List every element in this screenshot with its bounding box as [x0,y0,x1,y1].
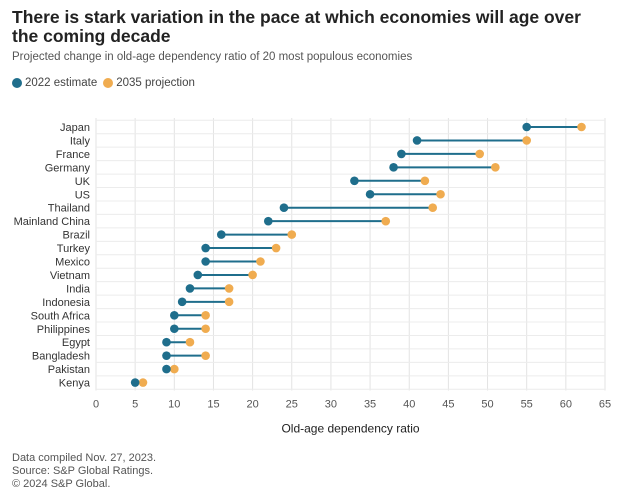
legend-marker-2022 [12,78,22,88]
point-2035 [201,351,210,360]
point-2022 [185,284,195,293]
category-label: Turkey [57,243,91,255]
point-2035 [201,311,210,320]
point-2035 [436,189,445,199]
point-2035 [256,257,265,266]
chart-title: There is stark variation in the pace at … [12,7,581,46]
point-2035 [170,364,179,374]
category-label: Thailand [48,203,90,215]
x-tick-label: 65 [599,399,611,411]
x-tick-label: 50 [481,399,493,411]
category-label: Philippines [37,324,91,336]
point-2022 [162,351,171,360]
point-2035 [224,284,234,293]
legend-marker-2035 [103,78,114,88]
category-label: France [56,149,90,161]
point-2022 [170,311,179,320]
category-label: Egypt [62,337,90,349]
category-label: Germany [45,162,91,174]
x-tick-label: 25 [286,399,298,411]
footer-copyright: © 2024 S&P Global. [12,478,111,490]
category-label: US [75,189,90,201]
legend-label-2035: 2035 projection [116,77,195,89]
legend-item-2035: 2035 projection [103,77,195,89]
legend-item-2022: 2022 estimate [12,77,97,89]
x-tick-label: 60 [560,399,572,411]
category-label: Indonesia [42,297,91,309]
point-2022 [389,163,398,172]
point-2022 [130,378,140,387]
x-axis-label: Old-age dependency ratio [281,422,419,436]
point-2035 [224,297,234,307]
category-label: Japan [60,122,90,134]
category-label: Pakistan [48,364,90,376]
category-label: Kenya [59,378,91,390]
point-2035 [522,136,531,145]
category-label: Mexico [55,257,90,269]
point-2035 [287,230,297,239]
point-2022 [162,364,171,374]
x-tick-label: 40 [403,399,415,411]
point-2022 [162,337,171,347]
x-tick-label: 35 [364,399,376,411]
point-2035 [577,122,586,132]
category-label: Mainland China [14,216,91,228]
x-tick-label: 5 [132,399,138,411]
point-2035 [381,216,391,226]
point-2035 [491,163,500,172]
category-label: UK [75,176,91,188]
x-tick-label: 0 [93,399,99,411]
legend: 2022 estimate 2035 projection [12,77,195,89]
point-2022 [365,189,375,199]
point-2035 [185,337,195,347]
point-2022 [263,216,273,226]
point-2022 [522,122,531,132]
chart-subtitle: Projected change in old-age dependency r… [12,51,413,63]
x-tick-label: 15 [207,399,219,411]
point-2035 [428,203,438,212]
point-2035 [420,176,430,186]
category-label: Bangladesh [32,351,90,363]
category-label: Brazil [62,230,90,242]
footer: Data compiled Nov. 27, 2023. Source: S&P… [12,452,156,491]
point-2035 [475,149,485,159]
category-label: South Africa [31,310,91,322]
x-tick-label: 20 [246,399,258,411]
point-2035 [271,243,281,253]
x-tick-label: 30 [325,399,337,411]
footer-date: Data compiled Nov. 27, 2023. [12,452,157,464]
point-2035 [138,378,148,387]
point-2022 [216,230,226,239]
dumbbell-chart: 0 5 10 15 20 25 30 35 40 45 50 55 60 65 Old-age depend… [14,118,611,436]
category-label: India [66,283,91,295]
point-2035 [248,270,257,280]
footer-source: Source: S&P Global Ratings. [12,465,154,477]
point-2022 [412,136,422,145]
point-2022 [279,203,289,212]
point-2022 [193,270,203,280]
point-2022 [397,149,406,159]
point-2022 [177,297,187,307]
point-2022 [201,243,210,253]
category-label: Vietnam [50,270,90,282]
category-label: Italy [70,135,91,147]
point-2035 [201,324,210,334]
point-2022 [350,176,359,186]
legend-label-2022: 2022 estimate [25,77,98,89]
x-tick-label: 45 [442,399,454,411]
point-2022 [170,324,179,334]
point-2022 [201,257,210,266]
x-tick-label: 10 [168,399,180,411]
x-tick-label: 55 [521,399,533,411]
